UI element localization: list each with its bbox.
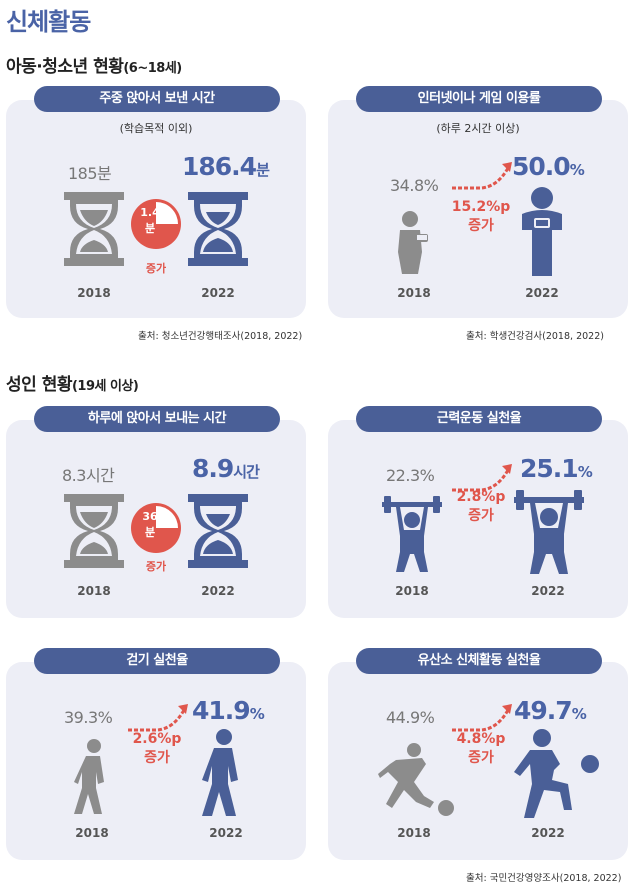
increase-label: 증가 bbox=[144, 750, 170, 766]
value-2022: 186.4분 bbox=[182, 152, 270, 181]
gamer-person-icon bbox=[522, 187, 562, 276]
year-2018: 2018 bbox=[395, 584, 429, 598]
weightlifter-icon bbox=[382, 496, 442, 572]
year-2022: 2022 bbox=[531, 826, 565, 840]
hourglass-icon bbox=[64, 494, 124, 568]
year-2018: 2018 bbox=[397, 286, 431, 300]
year-2018: 2018 bbox=[397, 826, 431, 840]
value-2022: 41.9% bbox=[192, 696, 265, 725]
card-title-pill: 근력운동 실천율 bbox=[356, 406, 602, 432]
card-youth-sitting: 주중 앉아서 보낸 시간 (학습목적 이외) 185분 186.4분 1.4 분… bbox=[6, 86, 306, 318]
increase-value: 2.8%p bbox=[456, 489, 506, 505]
value-2022: 50.0% bbox=[512, 152, 585, 181]
value-2018: 44.9% bbox=[386, 708, 435, 727]
card-adult-strength: 근력운동 실천율 22.3% 25.1% 2.8%p 증가 2018 2022 bbox=[328, 406, 628, 618]
card-note: (하루 2시간 이상) bbox=[436, 122, 520, 135]
badge-unit: 분 bbox=[144, 222, 156, 235]
increase-value: 15.2%p bbox=[451, 199, 511, 215]
hourglass-icon bbox=[188, 494, 248, 568]
increase-label: 증가 bbox=[145, 560, 167, 573]
year-2022: 2022 bbox=[201, 286, 235, 300]
trend-arrow-icon bbox=[128, 704, 188, 732]
value-2018: 34.8% bbox=[390, 176, 439, 195]
value-2022: 25.1% bbox=[520, 454, 593, 483]
walking-person-icon bbox=[202, 729, 238, 816]
section-title-text: 아동·청소년 현황 bbox=[6, 57, 124, 77]
increase-label: 증가 bbox=[468, 218, 494, 234]
increase-label: 증가 bbox=[145, 262, 167, 275]
clock-badge-icon bbox=[131, 199, 181, 249]
weightlifter-icon bbox=[514, 490, 584, 574]
card-title-pill: 주중 앉아서 보낸 시간 bbox=[34, 86, 280, 112]
increase-label: 증가 bbox=[468, 750, 494, 766]
card-adult-sitting: 하루에 앉아서 보내는 시간 8.3시간 8.9시간 36 분 증가 2018 … bbox=[6, 406, 306, 618]
card-youth-internet: 인터넷이나 게임 이용률 (하루 2시간 이상) 34.8% 50.0% 15.… bbox=[328, 86, 628, 318]
walking-person-icon bbox=[74, 739, 104, 814]
year-2018: 2018 bbox=[75, 826, 109, 840]
increase-label: 증가 bbox=[468, 508, 494, 524]
section-title-text: 성인 현황 bbox=[6, 375, 72, 395]
value-2018: 185분 bbox=[68, 164, 112, 183]
section-subtitle: (19세 이상) bbox=[71, 379, 139, 394]
year-2018: 2018 bbox=[77, 584, 111, 598]
soccer-player-icon bbox=[514, 729, 599, 818]
source-note: 출처: 학생건강검사(2018, 2022) bbox=[466, 331, 604, 342]
section-title-adult: 성인 현황(19세 이상) bbox=[6, 370, 139, 395]
increase-value: 2.6%p bbox=[132, 731, 182, 747]
year-2022: 2022 bbox=[209, 826, 243, 840]
trend-arrow-icon bbox=[452, 162, 512, 190]
card-note: (학습목적 이외) bbox=[119, 122, 193, 135]
gamer-person-icon bbox=[398, 211, 428, 274]
card-title-pill: 유산소 신체활동 실천율 bbox=[356, 648, 602, 674]
year-2022: 2022 bbox=[531, 584, 565, 598]
badge-value: 36 bbox=[142, 510, 158, 523]
value-2022: 8.9시간 bbox=[192, 454, 260, 483]
soccer-player-icon bbox=[378, 743, 454, 816]
value-2022: 49.7% bbox=[514, 696, 587, 725]
hourglass-icon bbox=[64, 192, 124, 266]
clock-badge-icon bbox=[131, 503, 181, 553]
source-note: 출처: 국민건강영양조사(2018, 2022) bbox=[466, 873, 622, 884]
trend-arrow-icon bbox=[452, 704, 512, 732]
card-title-pill: 걷기 실천율 bbox=[34, 648, 280, 674]
card-title-pill: 하루에 앉아서 보내는 시간 bbox=[34, 406, 280, 432]
hourglass-icon bbox=[188, 192, 248, 266]
year-2022: 2022 bbox=[525, 286, 559, 300]
year-2018: 2018 bbox=[77, 286, 111, 300]
year-2022: 2022 bbox=[201, 584, 235, 598]
card-adult-aerobic: 유산소 신체활동 실천율 44.9% 49.7% 4.8%p 증가 2018 2… bbox=[328, 648, 628, 860]
increase-value: 4.8%p bbox=[456, 731, 506, 747]
source-note: 출처: 청소년건강행태조사(2018, 2022) bbox=[138, 331, 303, 342]
card-title-pill: 인터넷이나 게임 이용률 bbox=[356, 86, 602, 112]
badge-unit: 분 bbox=[144, 526, 156, 539]
value-2018: 8.3시간 bbox=[62, 466, 115, 485]
section-title-youth: 아동·청소년 현황(6~18세) bbox=[6, 52, 182, 77]
value-2018: 39.3% bbox=[64, 708, 113, 727]
value-2018: 22.3% bbox=[386, 466, 435, 485]
card-adult-walking: 걷기 실천율 39.3% 41.9% 2.6%p 증가 2018 2022 bbox=[6, 648, 306, 860]
trend-arrow-icon bbox=[452, 464, 512, 492]
page-title: 신체활동 bbox=[6, 8, 91, 36]
badge-value: 1.4 bbox=[140, 206, 160, 219]
section-subtitle: (6~18세) bbox=[123, 61, 182, 76]
